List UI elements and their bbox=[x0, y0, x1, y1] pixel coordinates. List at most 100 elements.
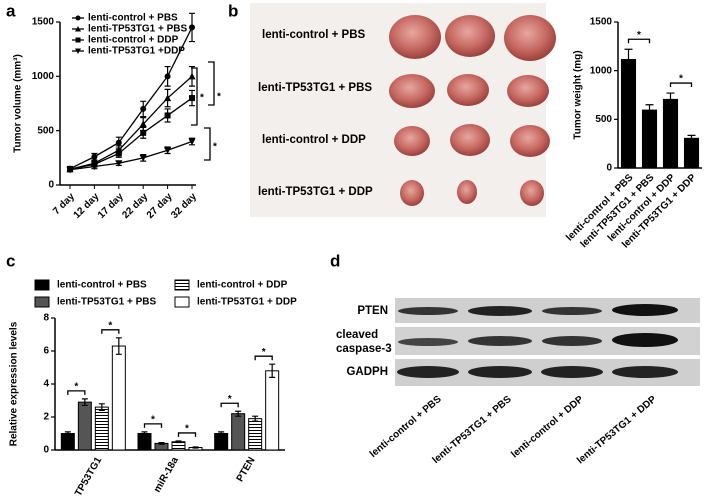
bracket bbox=[254, 355, 273, 361]
marker bbox=[139, 120, 147, 128]
blot bbox=[395, 298, 700, 386]
y-tick-label: 1500 bbox=[590, 17, 613, 28]
marker bbox=[188, 72, 196, 80]
marker bbox=[66, 166, 74, 174]
bar bbox=[641, 109, 658, 168]
bracket bbox=[143, 423, 163, 428]
error-bar bbox=[158, 441, 165, 445]
marker bbox=[164, 73, 171, 80]
marker bbox=[90, 163, 98, 171]
significance: * bbox=[213, 142, 217, 153]
marker bbox=[75, 48, 81, 54]
marker bbox=[75, 15, 81, 21]
lane-label: lenti-TP53TG1 + PBS bbox=[431, 394, 514, 466]
blot-label: cleaved bbox=[336, 329, 378, 341]
x-tick-label: 22 day bbox=[120, 191, 150, 221]
x-tick-label: TP53TG1 bbox=[73, 455, 104, 498]
y-axis-label: Relative expression levels bbox=[9, 321, 20, 446]
error-bar bbox=[252, 415, 259, 422]
error-bar bbox=[687, 134, 696, 141]
bracket bbox=[669, 82, 693, 88]
error-bar bbox=[645, 104, 654, 116]
error-bar bbox=[269, 363, 276, 378]
bar bbox=[111, 345, 126, 451]
marker bbox=[139, 154, 147, 162]
error-bar bbox=[164, 65, 171, 87]
error-bar bbox=[164, 88, 171, 108]
marker bbox=[140, 105, 147, 112]
significance: * bbox=[228, 394, 232, 405]
y-tick-label: 1500 bbox=[32, 17, 55, 28]
y-tick-label: 8 bbox=[43, 313, 49, 324]
panel-label: a bbox=[6, 1, 16, 20]
row-label: lenti-TP53TG1 + DDP bbox=[258, 186, 373, 198]
error-bar bbox=[81, 398, 88, 407]
y-tick-label: 0 bbox=[43, 445, 49, 456]
bracket bbox=[191, 67, 198, 126]
bracket bbox=[101, 329, 120, 334]
line bbox=[69, 97, 193, 170]
error-bar bbox=[189, 65, 195, 87]
bracket bbox=[177, 432, 197, 437]
bracket bbox=[67, 390, 86, 395]
tumors bbox=[389, 15, 556, 206]
legend-swatch bbox=[174, 279, 190, 291]
significance: * bbox=[151, 414, 155, 425]
marker bbox=[115, 139, 122, 146]
y-tick-label: 500 bbox=[595, 114, 612, 125]
row-label: lenti-control + DDP bbox=[262, 134, 366, 146]
bracket bbox=[627, 38, 651, 44]
significance: * bbox=[185, 424, 189, 435]
marker bbox=[75, 26, 81, 32]
bar bbox=[214, 433, 229, 451]
marker bbox=[115, 150, 122, 157]
error-bar bbox=[98, 403, 105, 411]
lane-label: lenti-control + DDP bbox=[509, 394, 585, 461]
y-tick-label: 2 bbox=[43, 412, 49, 423]
bar bbox=[60, 433, 75, 451]
line bbox=[69, 140, 193, 171]
bar bbox=[683, 137, 700, 168]
bar bbox=[662, 98, 679, 168]
marker bbox=[189, 95, 195, 102]
significance: * bbox=[217, 92, 221, 103]
legend-label: lenti-TP53TG1 + PBS bbox=[57, 297, 157, 308]
bar bbox=[231, 413, 246, 451]
legend-swatch bbox=[174, 296, 190, 308]
bar bbox=[94, 406, 109, 451]
error-bar bbox=[624, 48, 633, 70]
x-tick-label: 12 day bbox=[72, 191, 102, 221]
x-tick-label: 27 day bbox=[145, 191, 175, 221]
marker bbox=[75, 37, 81, 43]
significance: * bbox=[74, 381, 78, 392]
legend-swatch bbox=[34, 279, 50, 291]
legend-label: lenti-TP53TG1 +DDP bbox=[88, 46, 185, 57]
significance: * bbox=[637, 30, 641, 41]
y-tick-label: 4 bbox=[43, 379, 49, 390]
bar bbox=[77, 401, 92, 451]
error-bar bbox=[189, 12, 195, 43]
error-bar bbox=[164, 108, 171, 123]
y-tick-label: 0 bbox=[606, 163, 612, 174]
row-label: lenti-TP53TG1 + PBS bbox=[258, 82, 372, 94]
panel-label: b bbox=[228, 1, 238, 20]
significance: * bbox=[108, 320, 112, 331]
marker bbox=[140, 129, 147, 136]
lane-label: lenti-TP53TG1 + DDP bbox=[575, 394, 659, 467]
y-tick-label: 1000 bbox=[32, 71, 55, 82]
bracket bbox=[220, 402, 239, 408]
row-label: lenti-control + PBS bbox=[262, 29, 366, 41]
error-bar bbox=[175, 440, 182, 444]
error-bar bbox=[189, 89, 195, 107]
error-bar bbox=[235, 410, 242, 417]
legend-label: lenti-control + PBS bbox=[88, 13, 178, 24]
significance: * bbox=[200, 93, 204, 104]
marker bbox=[115, 160, 123, 167]
bar bbox=[265, 370, 280, 451]
y-axis-label: Tumor volume (mm³) bbox=[13, 54, 24, 153]
legend-label: lenti-control + DDP bbox=[197, 280, 288, 291]
marker bbox=[188, 138, 196, 146]
x-tick-label: 17 day bbox=[96, 191, 126, 221]
panel-label: c bbox=[6, 251, 15, 270]
